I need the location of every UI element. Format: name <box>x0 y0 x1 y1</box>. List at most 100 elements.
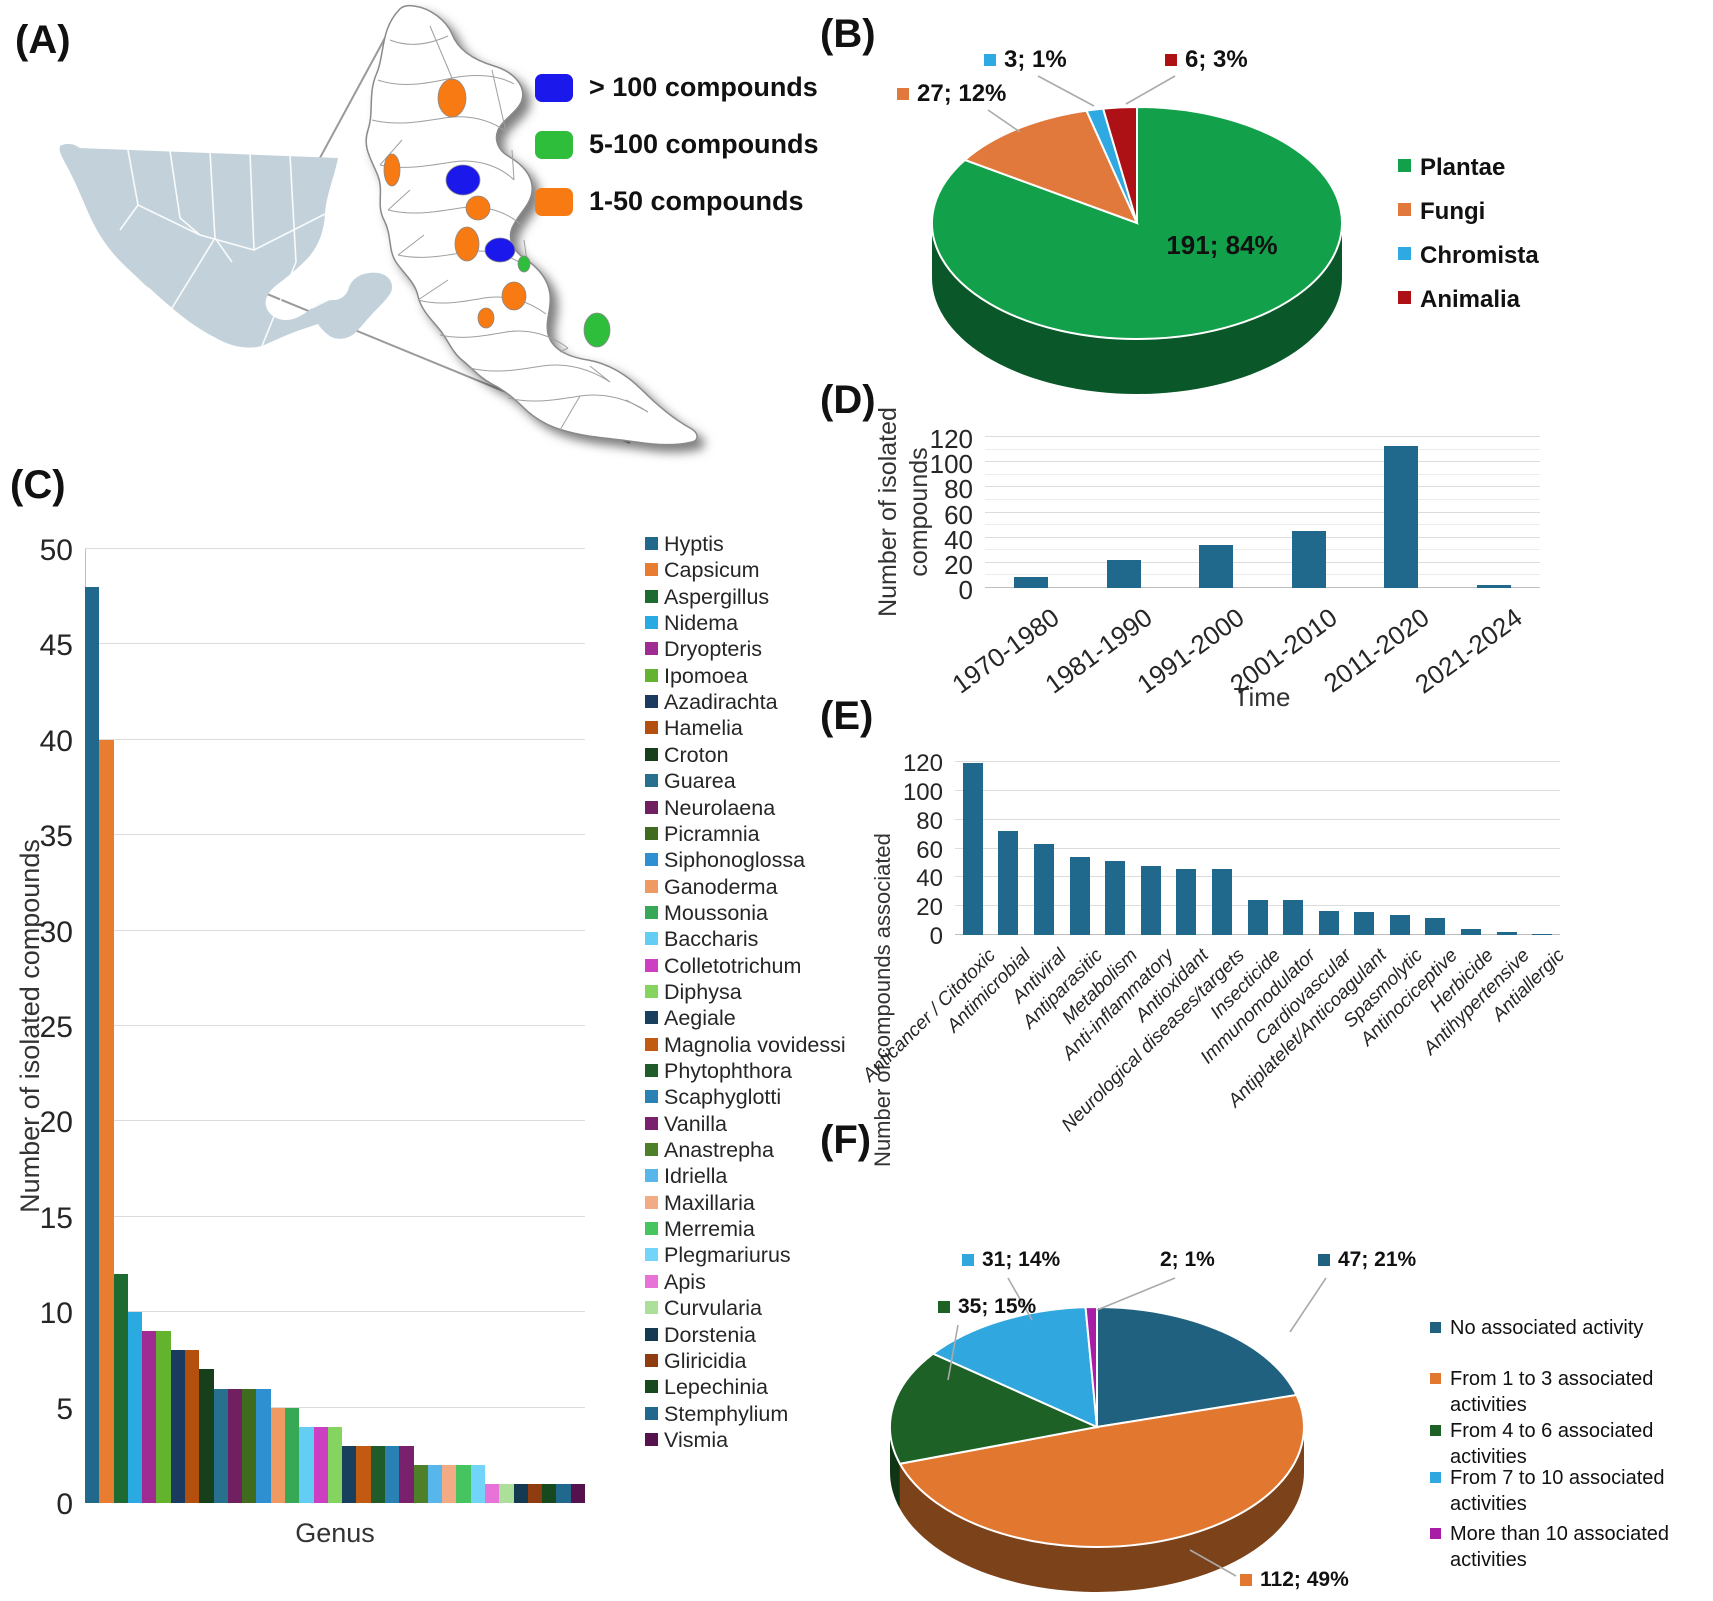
pie-data-label-text: 35; 15% <box>958 1295 1037 1318</box>
pie-data-label-text: 3; 1% <box>1004 46 1067 73</box>
gridline <box>85 1120 585 1122</box>
gridline <box>85 1406 585 1408</box>
pie-label-swatch <box>984 54 996 66</box>
gridline <box>985 549 1540 551</box>
genus-legend-label: Siphonoglossa <box>664 848 806 873</box>
bar-Anastrepha <box>413 1464 428 1503</box>
genus-legend-item: Stemphylium <box>645 1402 788 1427</box>
genus-legend-item: Aegiale <box>645 1006 736 1031</box>
pie-legend-swatch <box>1430 1425 1441 1436</box>
genus-legend-label: Nidema <box>664 611 739 636</box>
genus-legend-item: Vismia <box>645 1428 728 1453</box>
pie-slice-side <box>899 1427 1304 1592</box>
y-tick-label: 100 <box>902 778 943 806</box>
genus-legend-swatch <box>645 1222 658 1236</box>
bar-Colletotrichum <box>313 1426 328 1503</box>
y-tick-label: 40 <box>944 524 973 555</box>
genus-legend-item: Dorstenia <box>645 1323 756 1348</box>
bar-2001-2010 <box>1291 531 1326 588</box>
panel-label-a: (A) <box>15 18 71 62</box>
map-legend-item: 5-100 compounds <box>535 129 819 160</box>
genus-legend-item: Guarea <box>645 769 736 794</box>
gridline <box>85 1215 585 1217</box>
genus-legend-label: Croton <box>664 742 729 767</box>
map-legend-swatch <box>535 130 573 159</box>
pie-legend-swatch <box>1398 247 1411 260</box>
bar-Aegiale <box>342 1445 357 1503</box>
pie-legend-item: Animalia <box>1398 284 1658 315</box>
panel-label-b: (B) <box>820 12 876 56</box>
bar-Curvularia <box>499 1483 514 1503</box>
genus-legend-label: Capsicum <box>664 558 760 583</box>
bar-Dryopteris <box>142 1331 157 1503</box>
bar-Capsicum <box>99 739 114 1503</box>
panel-label-e: (E) <box>820 694 874 738</box>
y-tick-label: 35 <box>39 820 73 854</box>
genus-legend-label: Moussonia <box>664 900 768 925</box>
municipality-1-50-b <box>383 153 401 187</box>
pie-data-label: 35; 15% <box>938 1295 1036 1319</box>
bar-Metabolism <box>1105 861 1126 935</box>
y-tick-label: 50 <box>39 534 73 567</box>
genus-legend-swatch <box>645 668 658 682</box>
mexico-country-shape <box>59 143 393 348</box>
genus-legend-item: Ganoderma <box>645 875 778 900</box>
genus-legend-label: Hamelia <box>664 716 743 741</box>
genus-legend-item: Magnolia vovidessi <box>645 1033 846 1058</box>
pie-legend-label: Plantae <box>1420 154 1506 181</box>
genus-legend-swatch <box>645 1037 658 1051</box>
bar-Antimicrobial <box>998 831 1019 935</box>
pie-slice-No associated activity <box>1096 1305 1298 1429</box>
genus-legend-item: Hamelia <box>645 716 743 741</box>
pie-legend-item: Chromista <box>1398 240 1658 271</box>
genus-legend-label: Plegmariurus <box>664 1243 791 1268</box>
gridline <box>85 548 585 549</box>
genus-legend-label: Aegiale <box>664 1006 736 1031</box>
genus-legend-swatch <box>645 984 658 998</box>
genus-legend-label: Guarea <box>664 769 736 794</box>
gridline <box>985 436 1540 437</box>
y-tick-label: 0 <box>929 923 943 950</box>
y-tick-label: 120 <box>902 750 943 777</box>
map-legend-label: 5-100 compounds <box>589 129 819 159</box>
genus-legend-swatch <box>645 721 658 735</box>
genus-legend-label: Azadirachta <box>664 690 778 715</box>
state-borders <box>119 149 349 347</box>
bar-Immunomodulator <box>1283 900 1304 935</box>
bar-2021-2024 <box>1476 585 1511 588</box>
municipality-5-100-b <box>583 312 611 348</box>
panel-label-c: (C) <box>10 463 66 507</box>
genus-legend-swatch <box>645 695 658 709</box>
bar-Apis <box>485 1483 500 1503</box>
pie-legend-label: No associated activity <box>1450 1317 1644 1339</box>
gridline <box>85 1025 585 1026</box>
genus-legend-item: Plegmariurus <box>645 1243 791 1268</box>
gridline <box>955 761 1560 762</box>
y-tick-label: 80 <box>916 807 943 835</box>
genus-legend-item: Croton <box>645 743 729 768</box>
genus-legend-item: Diphysa <box>645 980 742 1005</box>
gridline <box>85 1311 585 1313</box>
panel-label-d: (D) <box>820 378 876 422</box>
bar-1991-2000 <box>1199 545 1234 588</box>
bar-Phytophthora <box>370 1445 385 1503</box>
y-tick-label: 5 <box>56 1392 73 1426</box>
genus-legend-item: Moussonia <box>645 901 768 926</box>
bar-Anticancer / Citotoxic <box>962 763 983 935</box>
pie-legend-item: Plantae <box>1398 152 1658 183</box>
pie-slice-Fungi <box>962 109 1139 225</box>
pie-label-swatch <box>938 1301 950 1313</box>
map-legend-swatch <box>535 187 573 216</box>
pie-legend-swatch <box>1430 1373 1441 1384</box>
bar-Dorstenia <box>513 1483 528 1503</box>
municipality-1-50-c <box>465 195 491 221</box>
panel-label-f: (F) <box>820 1118 872 1162</box>
pie-slice-From 4 to 6 associated activities <box>889 1352 1101 1465</box>
gridline <box>985 498 1540 500</box>
gridline <box>85 929 585 931</box>
genus-legend-item: Capsicum <box>645 558 760 583</box>
genus-legend-swatch <box>645 747 658 761</box>
pie-slice-More than 10 associated activities <box>1084 1305 1098 1428</box>
bar-Nidema <box>127 1312 143 1503</box>
genus-legend-item: Picramnia <box>645 822 760 847</box>
